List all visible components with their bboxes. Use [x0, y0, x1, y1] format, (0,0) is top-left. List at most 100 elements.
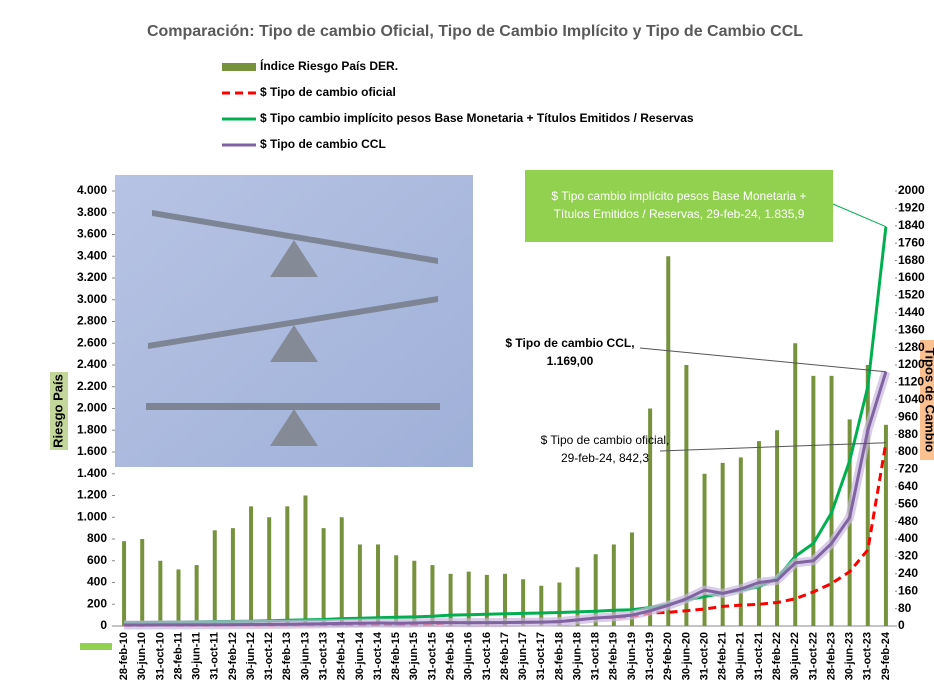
x-tick-label: 31-oct-12 — [263, 632, 275, 680]
x-tick-label: 31-oct-18 — [590, 632, 602, 680]
y2-tick-label: 400 — [898, 531, 918, 545]
bar — [303, 496, 307, 627]
bar — [231, 528, 235, 626]
x-tick-label: 29-feb-12 — [227, 632, 239, 680]
y-tick-label: 1.400 — [77, 466, 107, 480]
x-tick-label: 28-feb-13 — [281, 632, 293, 680]
x-tick-label: 31-oct-17 — [535, 632, 547, 680]
y2-tick-label: 1920 — [898, 201, 925, 215]
x-tick-label: 28-feb-15 — [390, 632, 402, 680]
y2-tick-label: 1680 — [898, 253, 925, 267]
x-tick-label: 31-oct-19 — [644, 632, 656, 680]
x-tick-label: 31-oct-11 — [209, 632, 221, 680]
y-axis-title: Riesgo País — [50, 374, 65, 448]
y2-tick-label: 2000 — [898, 183, 925, 197]
x-tick-label: 28-feb-23 — [825, 632, 837, 680]
x-tick-label: 30-jun-23 — [844, 632, 856, 680]
annotation-text: $ Tipo de cambio oficial, — [541, 433, 670, 447]
x-tick-label: 28-feb-17 — [499, 632, 511, 680]
bar — [122, 541, 126, 626]
y2-tick-label: 560 — [898, 496, 918, 510]
annotation-text: 1.169,00 — [547, 354, 594, 368]
y2-tick-label: 80 — [898, 601, 912, 615]
y2-tick-label: 1520 — [898, 288, 925, 302]
bar — [358, 544, 362, 626]
y-axis-title-group: Riesgo País — [50, 372, 68, 450]
x-tick-label: 28-feb-21 — [717, 632, 729, 680]
y-tick-label: 3.200 — [77, 270, 107, 284]
y2-tick-label: 240 — [898, 566, 918, 580]
bar — [739, 457, 743, 626]
y2-tick-label: 1280 — [898, 340, 925, 354]
bar — [249, 506, 253, 626]
x-tick-label: 28-feb-22 — [771, 632, 783, 680]
y-tick-label: 2.000 — [77, 401, 107, 415]
x-tick-label: 30-jun-10 — [136, 632, 148, 680]
bar — [830, 376, 834, 626]
x-tick-label: 31-oct-10 — [154, 632, 166, 680]
x-tick-label: 28-feb-19 — [608, 632, 620, 680]
x-tick-label: 30-jun-22 — [789, 632, 801, 680]
x-tick-label: 31-oct-16 — [481, 632, 493, 680]
y2-tick-label: 320 — [898, 549, 918, 563]
y-tick-label: 400 — [87, 575, 107, 589]
y-tick-label: 1.600 — [77, 444, 107, 458]
y-tick-label: 2.200 — [77, 379, 107, 393]
annotation-text: $ Tipo cambio implícito pesos Base Monet… — [551, 189, 806, 203]
legend-artifact — [80, 643, 112, 650]
y2-tick-label: 960 — [898, 409, 918, 423]
x-tick-label: 28-feb-10 — [118, 632, 130, 680]
annotation-box — [525, 170, 833, 242]
bar — [140, 539, 144, 626]
y-tick-label: 2.800 — [77, 314, 107, 328]
x-tick-label: 31-oct-14 — [372, 631, 384, 680]
bar — [811, 376, 815, 626]
annotation-text: $ Tipo de cambio CCL, — [505, 336, 634, 350]
x-tick-label: 29-feb-24 — [880, 631, 892, 680]
y2-tick-label: 1440 — [898, 305, 925, 319]
x-tick-label: 30-jun-16 — [463, 632, 475, 680]
y2-tick-label: 1760 — [898, 235, 925, 249]
x-tick-label: 30-jun-11 — [191, 632, 203, 680]
legend-label: $ Tipo de cambio oficial — [260, 85, 396, 99]
y-tick-label: 4.000 — [77, 183, 107, 197]
x-tick-label: 30-jun-13 — [299, 632, 311, 680]
x-tick-label: 30-jun-20 — [680, 632, 692, 680]
bar — [158, 561, 162, 626]
x-tick-label: 30-jun-19 — [626, 632, 638, 680]
x-tick-label: 28-feb-14 — [336, 631, 348, 680]
x-tick-label: 30-jun-14 — [354, 631, 366, 680]
y-tick-label: 3.600 — [77, 227, 107, 241]
bar — [467, 572, 471, 626]
bar — [267, 517, 271, 626]
x-tick-label: 31-oct-20 — [698, 632, 710, 680]
chart: Comparación: Tipo de cambio Oficial, Tip… — [0, 0, 934, 684]
y-tick-label: 2.400 — [77, 357, 107, 371]
bar — [394, 555, 398, 626]
y2-tick-label: 720 — [898, 462, 918, 476]
y2-tick-label: 1360 — [898, 322, 925, 336]
y2-tick-label: 1840 — [898, 218, 925, 232]
y2-tick-label: 1600 — [898, 270, 925, 284]
x-tick-label: 30-jun-18 — [571, 632, 583, 680]
bar — [866, 365, 870, 626]
x-tick-label: 28-feb-18 — [553, 632, 565, 680]
x-tick-label: 30-jun-21 — [735, 632, 747, 680]
x-tick-label: 30-jun-17 — [517, 632, 529, 680]
y2-tick-label: 880 — [898, 427, 918, 441]
y2-tick-label: 1040 — [898, 392, 925, 406]
y2-tick-label: 160 — [898, 583, 918, 597]
illustration — [115, 175, 473, 467]
bar — [703, 474, 707, 626]
y-tick-label: 3.800 — [77, 205, 107, 219]
bar — [195, 565, 199, 626]
x-tick-label: 31-oct-13 — [318, 632, 330, 680]
bar — [176, 569, 180, 626]
bar — [684, 365, 688, 626]
y-tick-label: 1.200 — [77, 488, 107, 502]
y2-tick-label: 480 — [898, 514, 918, 528]
bar — [757, 441, 761, 626]
legend-label: $ Tipo de cambio CCL — [260, 137, 386, 151]
bar — [322, 528, 326, 626]
y-tick-label: 200 — [87, 596, 107, 610]
